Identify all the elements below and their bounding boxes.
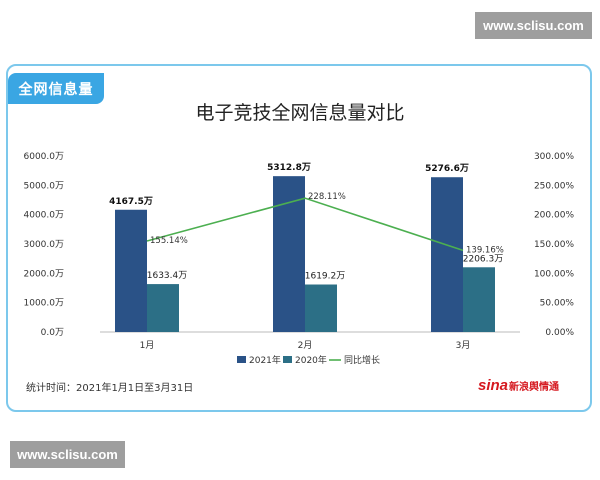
watermark-bottom: www.sclisu.com [10,441,125,468]
sina-logo-text: 新浪舆情通 [509,382,560,393]
y-axis-right: 0.00% 50.00% 100.00% 150.00% 200.00% 250.00% 3… [534,152,574,338]
y-right-tick-label: 250.00% [534,181,574,191]
legend-swatch-2020 [283,356,292,363]
sina-logo-mark: sina [478,377,509,394]
y-left-tick-label: 6000.0万 [24,152,65,162]
bars-group: 4167.5万 1633.4万 5312.8万 1619.2万 5276.6万 2206.… [109,162,503,332]
y-axis-left: 0.0万 1000.0万 2000.0万 3000.0万 4000.0万 5000.0万 6… [24,152,65,338]
bar-2020 [305,284,337,332]
x-tick-label: 3月 [456,340,471,351]
bar-2020-value-label: 1633.4万 [147,271,188,281]
y-left-tick-label: 3000.0万 [24,240,65,250]
y-right-tick-label: 50.00% [540,299,575,309]
bar-2021-value-label: 4167.5万 [109,196,153,207]
growth-value-label: 155.14% [150,236,188,246]
y-left-tick-label: 0.0万 [41,328,64,338]
x-tick-label: 1月 [140,340,155,351]
legend-label-growth: 同比增长 [344,354,380,366]
y-right-tick-label: 100.00% [534,269,574,279]
growth-line-group: 155.14% 228.11% 139.16% [146,192,504,255]
panel-tab: 全网信息量 [8,73,104,104]
y-right-tick-label: 300.00% [534,152,574,162]
chart-title: 电子竞技全网信息量对比 [195,102,404,124]
growth-line [146,197,464,252]
y-left-tick-label: 2000.0万 [24,269,65,279]
y-right-tick-label: 150.00% [534,240,574,250]
y-left-tick-label: 5000.0万 [24,181,65,191]
bar-2021-value-label: 5312.8万 [267,162,311,173]
y-right-tick-label: 0.00% [545,328,574,338]
x-axis-ticks: 1月 2月 3月 [140,340,471,351]
bar-2020-value-label: 1619.2万 [305,272,346,282]
date-range-note: 统计时间：2021年1月1日至3月31日 [26,383,194,394]
y-right-tick-label: 200.00% [534,211,574,221]
legend-swatch-2021 [237,356,246,363]
x-tick-label: 2月 [298,340,313,351]
growth-value-label: 139.16% [466,245,504,255]
legend: 2021年 2020年 同比增长 [237,354,380,366]
y-left-tick-label: 1000.0万 [24,299,65,309]
bar-2020 [463,267,495,332]
bar-2021-value-label: 5276.6万 [425,163,469,174]
bar-2021 [115,209,147,332]
growth-value-label: 228.11% [308,192,346,202]
bar-2020 [147,284,179,332]
bar-2020-value-label: 2206.3万 [463,254,504,264]
y-left-tick-label: 4000.0万 [24,211,65,221]
legend-label-2021: 2021年 [249,354,281,366]
legend-label-2020: 2020年 [295,354,327,366]
sina-logo: sina 新浪舆情通 [478,377,559,394]
bar-2021 [431,177,463,332]
watermark-top: www.sclisu.com [475,12,592,39]
